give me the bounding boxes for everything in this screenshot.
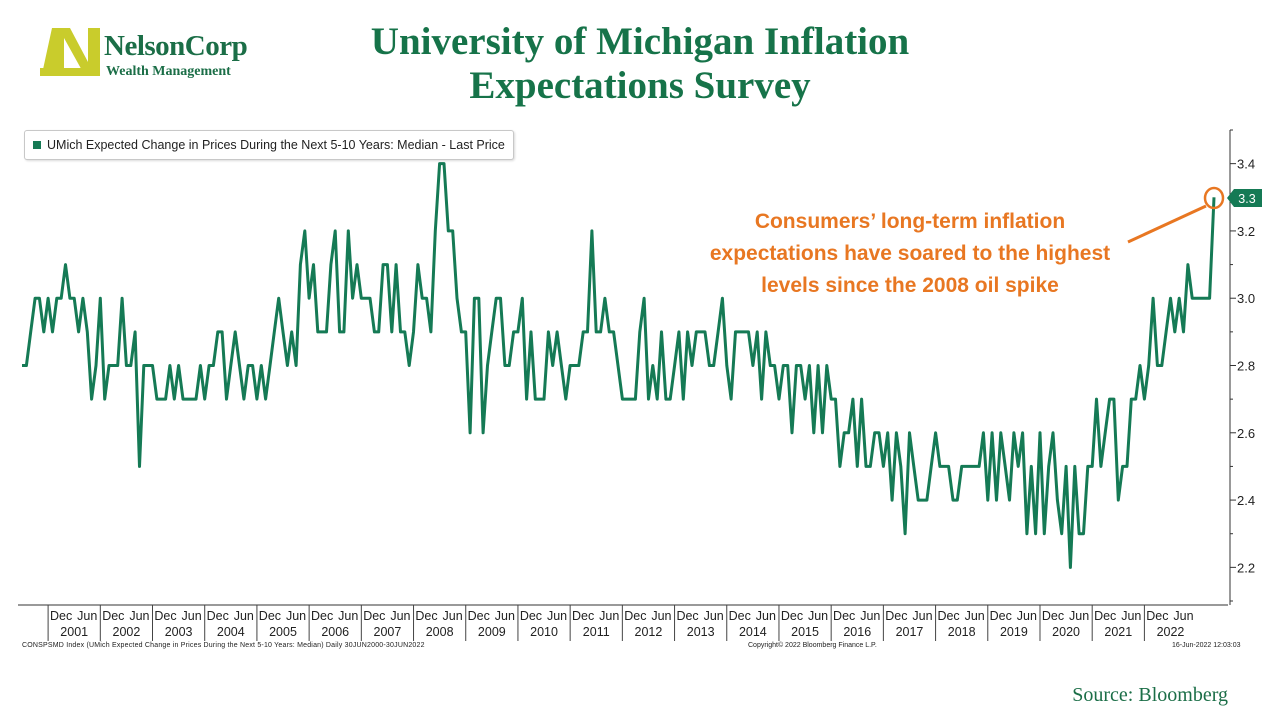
x-month-label: Dec xyxy=(259,609,281,623)
y-tick-label: 3.2 xyxy=(1237,224,1255,239)
y-tick-label: 2.6 xyxy=(1237,426,1255,441)
x-year-label: 2003 xyxy=(165,625,193,639)
x-year-label: 2015 xyxy=(791,625,819,639)
x-year-label: 2017 xyxy=(896,625,924,639)
x-month-label: Jun xyxy=(495,609,515,623)
logo-subtitle: Wealth Management xyxy=(106,64,231,79)
annotation-line2: expectations have soared to the highest xyxy=(709,242,1111,265)
x-month-label: Dec xyxy=(781,609,803,623)
last-price-badge-text: 3.3 xyxy=(1238,192,1255,206)
x-year-label: 2018 xyxy=(948,625,976,639)
x-year-label: 2016 xyxy=(843,625,871,639)
y-tick-label: 2.8 xyxy=(1237,359,1255,374)
y-tick-label: 2.4 xyxy=(1237,493,1255,508)
x-month-label: Jun xyxy=(965,609,985,623)
annotation-line3: levels since the 2008 oil spike xyxy=(761,274,1059,297)
logo-mark-icon xyxy=(40,28,100,76)
chart-annotation: Consumers’ long-term inflation expectati… xyxy=(670,206,1150,302)
x-month-label: Dec xyxy=(937,609,959,623)
x-month-label: Dec xyxy=(363,609,385,623)
x-month-label: Dec xyxy=(520,609,542,623)
x-month-label: Dec xyxy=(729,609,751,623)
x-year-label: 2019 xyxy=(1000,625,1028,639)
y-tick-label: 3.0 xyxy=(1237,291,1255,306)
x-month-label: Jun xyxy=(756,609,776,623)
x-month-label: Dec xyxy=(50,609,72,623)
x-month-label: Jun xyxy=(182,609,202,623)
legend-label: UMich Expected Change in Prices During t… xyxy=(47,138,505,152)
y-tick-label: 2.2 xyxy=(1237,560,1255,575)
x-month-label: Dec xyxy=(207,609,229,623)
x-month-label: Dec xyxy=(676,609,698,623)
x-month-label: Dec xyxy=(468,609,490,623)
last-value-highlight-circle xyxy=(1203,186,1225,210)
x-year-label: 2013 xyxy=(687,625,715,639)
x-year-label: 2011 xyxy=(583,625,610,639)
x-month-label: Dec xyxy=(572,609,594,623)
x-year-label: 2004 xyxy=(217,625,245,639)
x-month-label: Dec xyxy=(1042,609,1064,623)
x-year-label: 2006 xyxy=(321,625,349,639)
chart-title-line2: Expectations Survey xyxy=(469,64,811,107)
x-year-label: 2010 xyxy=(530,625,558,639)
x-month-label: Jun xyxy=(443,609,463,623)
x-year-label: 2009 xyxy=(478,625,506,639)
chart-title: University of Michigan Inflation Expecta… xyxy=(300,20,980,108)
annotation-line1: Consumers’ long-term inflation xyxy=(754,210,1066,233)
x-month-label: Jun xyxy=(1017,609,1037,623)
legend-swatch xyxy=(33,141,41,149)
x-month-label: Jun xyxy=(808,609,828,623)
x-month-label: Dec xyxy=(990,609,1012,623)
x-month-label: Dec xyxy=(1146,609,1168,623)
x-month-label: Jun xyxy=(547,609,567,623)
x-year-label: 2005 xyxy=(269,625,297,639)
x-year-label: 2002 xyxy=(113,625,141,639)
x-month-label: Dec xyxy=(885,609,907,623)
x-month-label: Dec xyxy=(311,609,333,623)
x-year-label: 2001 xyxy=(60,625,88,639)
x-year-label: 2008 xyxy=(426,625,454,639)
footer-index-description: CONSPSMD Index (UMich Expected Change in… xyxy=(22,642,425,649)
y-tick-label: 3.4 xyxy=(1237,157,1255,172)
x-month-label: Jun xyxy=(338,609,358,623)
x-year-label: 2021 xyxy=(1104,625,1132,639)
x-month-label: Dec xyxy=(624,609,646,623)
x-year-label: 2022 xyxy=(1157,625,1185,639)
logo-name: NelsonCorp xyxy=(104,30,248,62)
x-month-label: Jun xyxy=(1173,609,1193,623)
callout-arrow xyxy=(1127,204,1207,244)
nelsoncorp-logo: NelsonCorp Wealth Management xyxy=(38,22,258,84)
x-month-label: Jun xyxy=(390,609,410,623)
series-line xyxy=(22,162,1216,569)
x-month-label: Jun xyxy=(599,609,619,623)
x-month-label: Dec xyxy=(415,609,437,623)
x-month-label: Jun xyxy=(1069,609,1089,623)
x-month-label: Jun xyxy=(286,609,306,623)
x-month-label: Dec xyxy=(154,609,176,623)
x-month-label: Jun xyxy=(129,609,149,623)
x-year-label: 2012 xyxy=(635,625,663,639)
x-month-label: Dec xyxy=(102,609,124,623)
x-month-label: Jun xyxy=(234,609,254,623)
x-year-label: 2007 xyxy=(374,625,402,639)
x-month-label: Jun xyxy=(912,609,932,623)
x-month-label: Jun xyxy=(651,609,671,623)
x-month-label: Jun xyxy=(1121,609,1141,623)
footer-timestamp: 16-Jun-2022 12:03:03 xyxy=(1172,642,1241,649)
x-axis: Dec Jun 2001 Dec Jun 2002 Dec Jun 2003 Dec Jun 2004… xyxy=(18,604,1228,641)
chart-title-line1: University of Michigan Inflation xyxy=(370,20,910,63)
y-axis: 2.2 2.4 2.6 2.8 3.0 3.2 3.4 xyxy=(1229,129,1255,605)
x-month-label: Jun xyxy=(860,609,880,623)
x-year-label: 2014 xyxy=(739,625,767,639)
legend: UMich Expected Change in Prices During t… xyxy=(24,130,514,160)
source-note: Source: Bloomberg xyxy=(1072,684,1228,706)
x-year-label: 2020 xyxy=(1052,625,1080,639)
x-month-label: Jun xyxy=(77,609,97,623)
x-month-label: Dec xyxy=(1094,609,1116,623)
last-price-badge: 3.3 xyxy=(1227,189,1262,207)
x-month-label: Jun xyxy=(704,609,724,623)
x-month-label: Dec xyxy=(833,609,855,623)
footer-copyright: Copyright© 2022 Bloomberg Finance L.P. xyxy=(748,642,877,649)
